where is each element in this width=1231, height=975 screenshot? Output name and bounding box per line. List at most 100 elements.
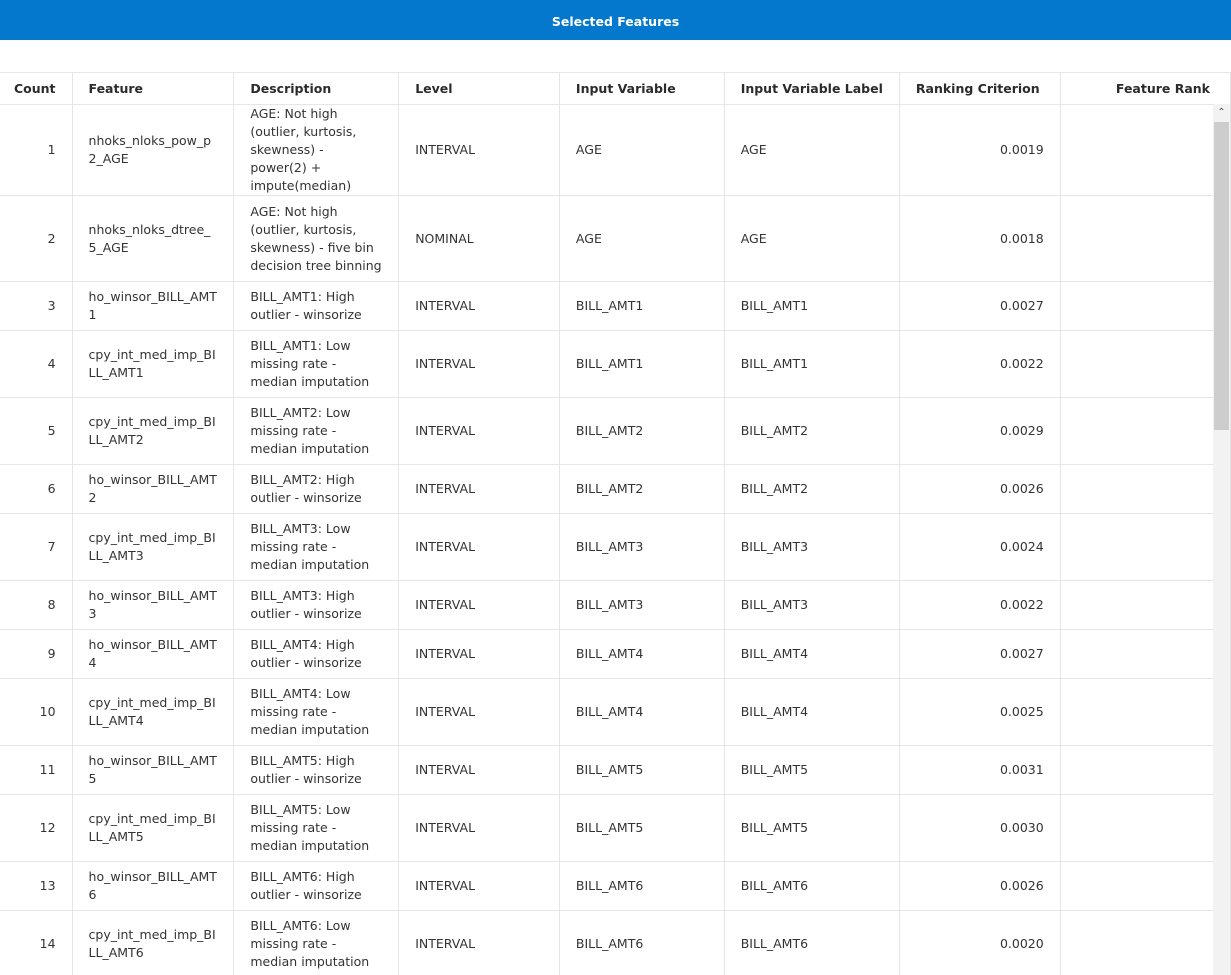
- count-cell: 2: [0, 195, 73, 282]
- table-row[interactable]: 2 nhoks_nloks_dtree_5_AGE AGE: Not high (o…: [0, 195, 1231, 282]
- ranking-criterion-cell: 0.0024: [899, 513, 1061, 581]
- ranking-criterion-cell: 0.0031: [899, 745, 1061, 795]
- input-variable-label-cell: BILL_AMT3: [724, 513, 900, 581]
- input-variable-label-cell: AGE: [724, 195, 900, 282]
- feature-rank-cell: 1: [1060, 281, 1231, 331]
- column-header-feature-rank[interactable]: Feature Rank: [1060, 72, 1231, 105]
- feature-rank-cell: 2: [1060, 580, 1231, 630]
- input-variable-label-cell: BILL_AMT4: [724, 629, 900, 679]
- input-variable-label-cell: BILL_AMT6: [724, 910, 900, 975]
- table-row[interactable]: 4 cpy_int_med_imp_BILL_AMT1 BILL_AMT1: Low…: [0, 330, 1231, 398]
- count-cell: 6: [0, 464, 73, 514]
- feature-rank-cell: 1: [1060, 745, 1231, 795]
- window-title: Selected Features: [0, 0, 1231, 40]
- feature-rank-cell: 1: [1060, 513, 1231, 581]
- description-cell: BILL_AMT3: Low missing rate - median imp…: [233, 513, 400, 581]
- table-row[interactable]: 1 nhoks_nloks_pow_p2_AGE AGE: Not high (ou…: [0, 104, 1231, 196]
- description-cell: BILL_AMT4: High outlier - winsorize: [233, 629, 400, 679]
- feature-rank-cell: 2: [1060, 910, 1231, 975]
- level-cell: INTERVAL: [398, 513, 560, 581]
- header-row: Count Feature Description Level Input Va…: [0, 72, 1231, 105]
- table-row[interactable]: 10 cpy_int_med_imp_BILL_AMT4 BILL_AMT4: Lo…: [0, 678, 1231, 746]
- input-variable-label-cell: BILL_AMT2: [724, 464, 900, 514]
- table-row[interactable]: 8 ho_winsor_BILL_AMT3 BILL_AMT3: High outl…: [0, 580, 1231, 630]
- input-variable-cell: BILL_AMT3: [559, 580, 725, 630]
- feature-cell: cpy_int_med_imp_BILL_AMT5: [72, 794, 235, 862]
- table-row[interactable]: 11 ho_winsor_BILL_AMT5 BILL_AMT5: High out…: [0, 745, 1231, 795]
- feature-rank-cell: 2: [1060, 330, 1231, 398]
- ranking-criterion-cell: 0.0020: [899, 910, 1061, 975]
- input-variable-label-cell: BILL_AMT1: [724, 281, 900, 331]
- feature-cell: cpy_int_med_imp_BILL_AMT2: [72, 397, 235, 465]
- table-row[interactable]: 12 cpy_int_med_imp_BILL_AMT5 BILL_AMT5: Lo…: [0, 794, 1231, 862]
- feature-cell: cpy_int_med_imp_BILL_AMT6: [72, 910, 235, 975]
- level-cell: INTERVAL: [398, 629, 560, 679]
- column-header-ranking-criterion[interactable]: Ranking Criterion: [899, 72, 1061, 105]
- input-variable-label-cell: AGE: [724, 104, 900, 196]
- feature-cell: nhoks_nloks_dtree_5_AGE: [72, 195, 235, 282]
- column-header-count[interactable]: Count: [0, 72, 73, 105]
- level-cell: INTERVAL: [398, 330, 560, 398]
- vertical-scrollbar[interactable]: ⌃: [1213, 104, 1230, 975]
- feature-cell: ho_winsor_BILL_AMT6: [72, 861, 235, 911]
- chevron-up-icon[interactable]: ⌃: [1217, 107, 1226, 118]
- input-variable-label-cell: BILL_AMT5: [724, 745, 900, 795]
- count-cell: 3: [0, 281, 73, 331]
- description-cell: AGE: Not high (outlier, kurtosis, skewne…: [233, 195, 400, 282]
- ranking-criterion-cell: 0.0027: [899, 281, 1061, 331]
- ranking-criterion-cell: 0.0022: [899, 580, 1061, 630]
- scrollbar-thumb[interactable]: [1214, 122, 1229, 430]
- input-variable-cell: BILL_AMT4: [559, 629, 725, 679]
- ranking-criterion-cell: 0.0027: [899, 629, 1061, 679]
- count-cell: 14: [0, 910, 73, 975]
- level-cell: INTERVAL: [398, 464, 560, 514]
- description-cell: BILL_AMT5: High outlier - winsorize: [233, 745, 400, 795]
- table-row[interactable]: 3 ho_winsor_BILL_AMT1 BILL_AMT1: High outl…: [0, 281, 1231, 331]
- description-cell: BILL_AMT6: High outlier - winsorize: [233, 861, 400, 911]
- description-cell: BILL_AMT3: High outlier - winsorize: [233, 580, 400, 630]
- input-variable-cell: BILL_AMT2: [559, 397, 725, 465]
- table-row[interactable]: 5 cpy_int_med_imp_BILL_AMT2 BILL_AMT2: Low…: [0, 397, 1231, 465]
- description-cell: BILL_AMT1: High outlier - winsorize: [233, 281, 400, 331]
- table-row[interactable]: 14 cpy_int_med_imp_BILL_AMT6 BILL_AMT6: Lo…: [0, 910, 1231, 975]
- description-cell: AGE: Not high (outlier, kurtosis, skewne…: [233, 104, 400, 196]
- table-row[interactable]: 9 ho_winsor_BILL_AMT4 BILL_AMT4: High outl…: [0, 629, 1231, 679]
- feature-rank-cell: 1: [1060, 629, 1231, 679]
- selected-features-table-container: Count Feature Description Level Input Va…: [0, 72, 1231, 975]
- input-variable-cell: BILL_AMT3: [559, 513, 725, 581]
- level-cell: INTERVAL: [398, 397, 560, 465]
- column-header-input-variable-label[interactable]: Input Variable Label: [724, 72, 900, 105]
- feature-cell: cpy_int_med_imp_BILL_AMT4: [72, 678, 235, 746]
- level-cell: INTERVAL: [398, 104, 560, 196]
- feature-cell: ho_winsor_BILL_AMT3: [72, 580, 235, 630]
- level-cell: INTERVAL: [398, 910, 560, 975]
- ranking-criterion-cell: 0.0022: [899, 330, 1061, 398]
- description-cell: BILL_AMT2: High outlier - winsorize: [233, 464, 400, 514]
- input-variable-cell: BILL_AMT1: [559, 281, 725, 331]
- count-cell: 1: [0, 104, 73, 196]
- level-cell: INTERVAL: [398, 580, 560, 630]
- input-variable-cell: BILL_AMT5: [559, 745, 725, 795]
- column-header-description[interactable]: Description: [233, 72, 400, 105]
- table-row[interactable]: 7 cpy_int_med_imp_BILL_AMT3 BILL_AMT3: Low…: [0, 513, 1231, 581]
- input-variable-label-cell: BILL_AMT5: [724, 794, 900, 862]
- column-header-feature[interactable]: Feature: [72, 72, 235, 105]
- feature-rank-cell: 2: [1060, 678, 1231, 746]
- ranking-criterion-cell: 0.0029: [899, 397, 1061, 465]
- column-header-input-variable[interactable]: Input Variable: [559, 72, 725, 105]
- table-row[interactable]: 6 ho_winsor_BILL_AMT2 BILL_AMT2: High outl…: [0, 464, 1231, 514]
- description-cell: BILL_AMT4: Low missing rate - median imp…: [233, 678, 400, 746]
- table-row[interactable]: 13 ho_winsor_BILL_AMT6 BILL_AMT6: High out…: [0, 861, 1231, 911]
- feature-cell: cpy_int_med_imp_BILL_AMT3: [72, 513, 235, 581]
- input-variable-cell: BILL_AMT1: [559, 330, 725, 398]
- count-cell: 11: [0, 745, 73, 795]
- ranking-criterion-cell: 0.0018: [899, 195, 1061, 282]
- count-cell: 5: [0, 397, 73, 465]
- feature-rank-cell: 2: [1060, 794, 1231, 862]
- feature-cell: ho_winsor_BILL_AMT2: [72, 464, 235, 514]
- column-header-level[interactable]: Level: [398, 72, 560, 105]
- input-variable-cell: AGE: [559, 195, 725, 282]
- ranking-criterion-cell: 0.0025: [899, 678, 1061, 746]
- count-cell: 4: [0, 330, 73, 398]
- feature-cell: ho_winsor_BILL_AMT4: [72, 629, 235, 679]
